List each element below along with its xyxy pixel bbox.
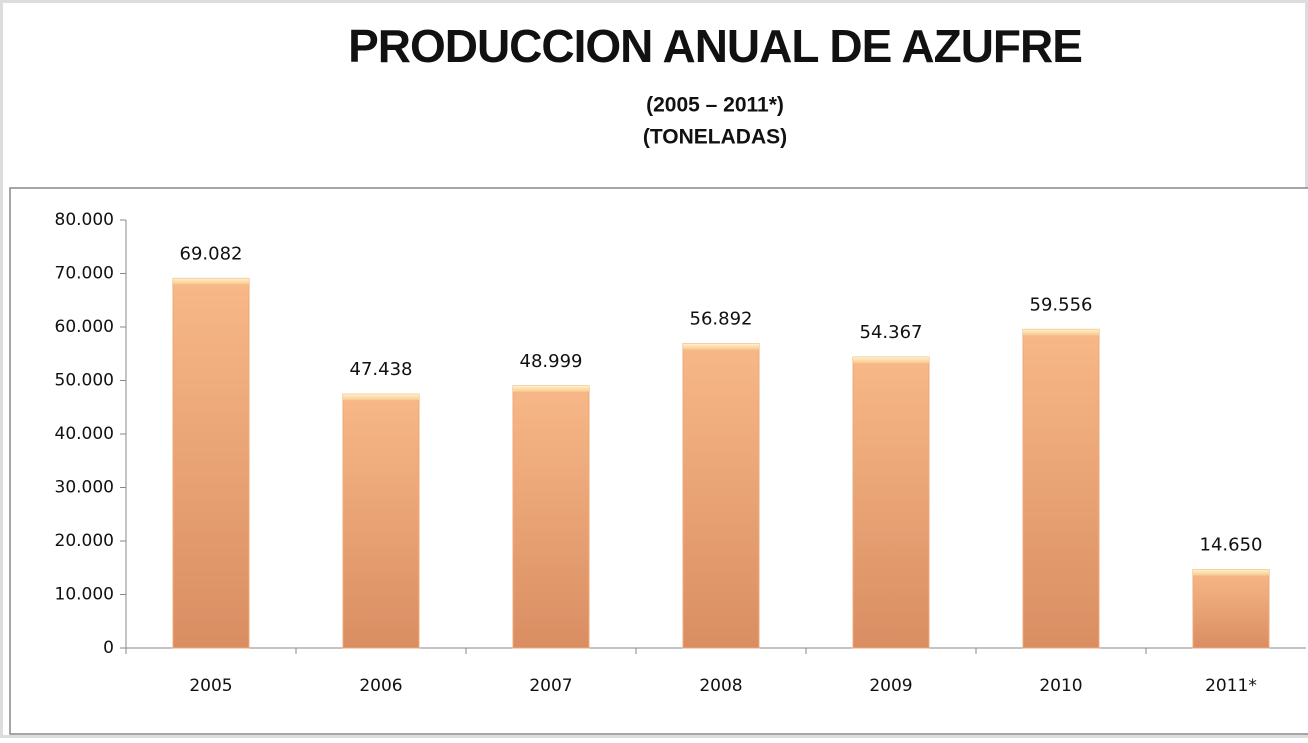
y-tick-label: 0 — [103, 638, 114, 658]
value-label: 54.367 — [860, 322, 923, 343]
bar — [512, 385, 590, 649]
y-tick-label: 50.000 — [55, 371, 114, 391]
y-tick-label: 30.000 — [55, 478, 114, 498]
bar — [682, 343, 760, 649]
value-label: 56.892 — [690, 309, 753, 330]
x-tick-label: 2007 — [529, 676, 572, 696]
x-tick-label: 2005 — [189, 676, 232, 696]
bar-cap — [1023, 329, 1099, 336]
bar-cap — [853, 357, 929, 364]
bar — [172, 277, 250, 649]
value-label: 59.556 — [1030, 294, 1093, 315]
bar-cap — [683, 343, 759, 350]
y-tick-label: 10.000 — [55, 585, 114, 605]
subtitle: (2005 – 2011*) — [646, 94, 784, 117]
bar — [1192, 569, 1270, 649]
x-tick-label: 2010 — [1039, 676, 1082, 696]
x-tick-label: 2009 — [869, 676, 912, 696]
y-tick-label: 80.000 — [55, 210, 114, 230]
bar-cap — [343, 394, 419, 401]
y-tick-label: 20.000 — [55, 531, 114, 551]
y-tick-label: 40.000 — [55, 424, 114, 444]
y-tick-label: 60.000 — [55, 317, 114, 337]
bar-cap — [513, 385, 589, 392]
x-tick-label: 2006 — [359, 676, 402, 696]
y-tick-label: 70.000 — [55, 264, 114, 284]
bar-cap — [1193, 569, 1269, 576]
x-tick-label: 2011* — [1205, 676, 1257, 696]
subtitle: (TONELADAS) — [643, 126, 787, 149]
chart-title: PRODUCCION ANUAL DE AZUFRE — [348, 20, 1082, 72]
value-label: 69.082 — [180, 243, 243, 264]
bar — [342, 393, 420, 649]
value-label: 47.438 — [350, 359, 413, 380]
bar — [852, 356, 930, 649]
value-label: 14.650 — [1200, 535, 1263, 556]
value-label: 48.999 — [520, 351, 583, 372]
bar — [1022, 328, 1100, 649]
x-tick-label: 2008 — [699, 676, 742, 696]
bar-cap — [173, 278, 249, 285]
